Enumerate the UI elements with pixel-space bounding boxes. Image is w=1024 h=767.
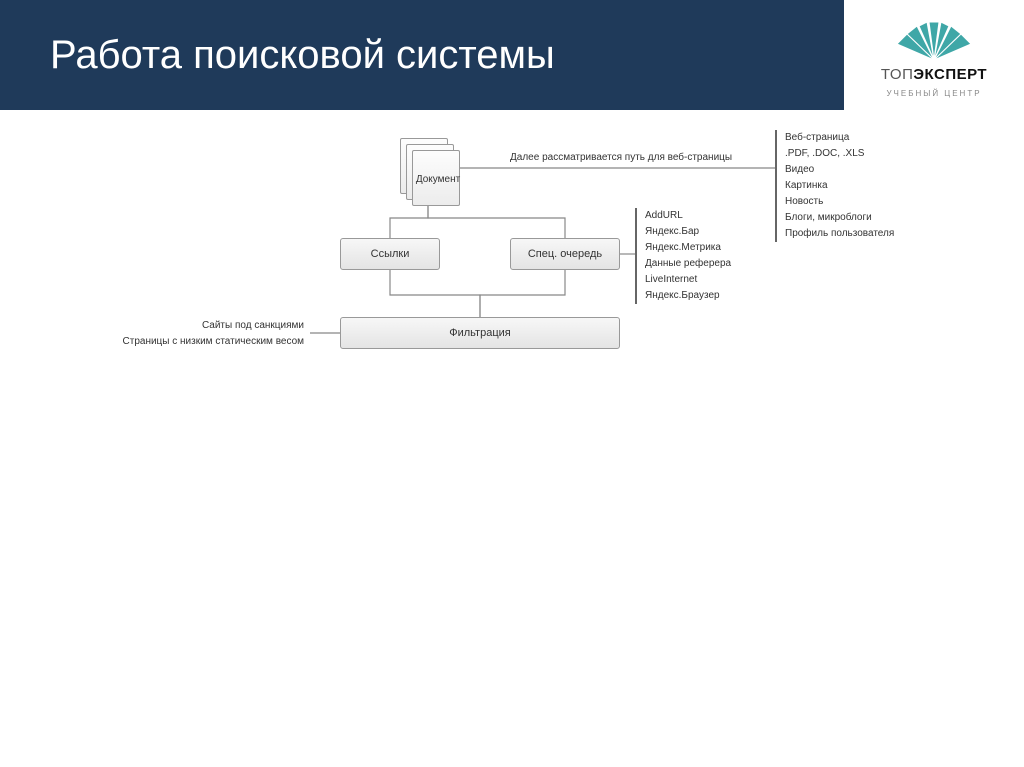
caption-sanctions: Сайты под санкциями [202,320,304,331]
node-links: Ссылки [340,238,440,270]
slide-title: Работа поисковой системы [50,33,555,78]
brand-name: ТОПЭКСПЕРТ [844,66,1024,83]
crystal-logo-icon [844,12,1024,62]
node-document: Документ [400,138,460,198]
caption-lowweight: Страницы с низким статическим весом [123,336,304,347]
list-item: Веб-страница [785,130,894,146]
node-document-label: Документ [408,174,468,185]
list-item: Яндекс.Браузер [645,288,731,304]
node-queue-label: Спец. очередь [528,248,602,260]
list-queue-sources: AddURL Яндекс.Бар Яндекс.Метрика Данные … [635,208,731,304]
brand-top: ТОП [881,66,913,83]
list-item: Картинка [785,178,894,194]
list-item: Профиль пользователя [785,226,894,242]
node-queue: Спец. очередь [510,238,620,270]
list-item: Видео [785,162,894,178]
list-item: Яндекс.Метрика [645,240,731,256]
list-item: AddURL [645,208,731,224]
list-item: Блоги, микроблоги [785,210,894,226]
list-doc-types: Веб-страница .PDF, .DOC, .XLS Видео Карт… [775,130,894,242]
diagram-canvas: Документ Далее рассматривается путь для … [0,130,1024,767]
brand-expert: ЭКСПЕРТ [913,66,987,83]
brand-logo-area: ТОПЭКСПЕРТ УЧЕБНЫЙ ЦЕНТР [844,0,1024,130]
node-links-label: Ссылки [371,248,410,260]
list-item: LiveInternet [645,272,731,288]
node-filter: Фильтрация [340,317,620,349]
brand-subtitle: УЧЕБНЫЙ ЦЕНТР [844,89,1024,98]
list-item: Данные реферера [645,256,731,272]
node-filter-label: Фильтрация [449,327,510,339]
list-item: Яндекс.Бар [645,224,731,240]
list-item: Новость [785,194,894,210]
caption-doc-path: Далее рассматривается путь для веб-стран… [510,152,732,163]
list-item: .PDF, .DOC, .XLS [785,146,894,162]
